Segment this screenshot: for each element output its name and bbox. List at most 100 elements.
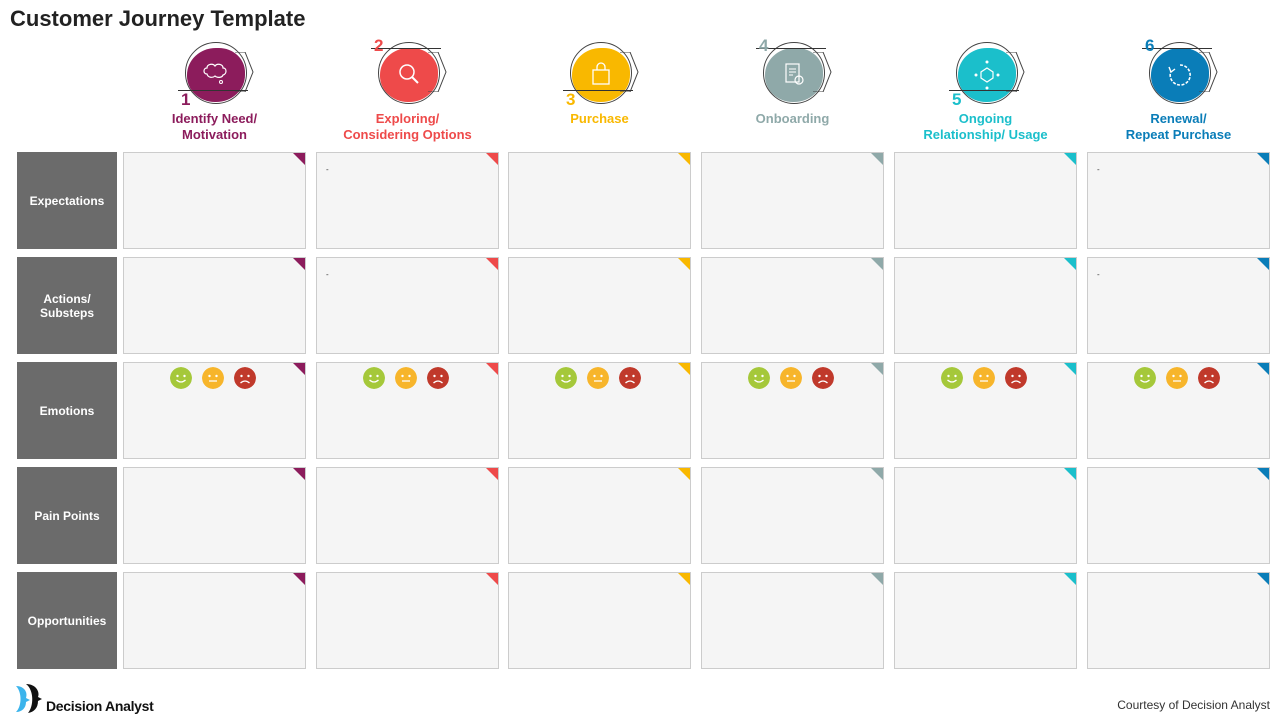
journey-cell[interactable] — [508, 152, 691, 249]
stage-label: Onboarding — [755, 111, 830, 126]
stage-ring — [378, 42, 440, 104]
journey-cell[interactable] — [1087, 572, 1270, 669]
cell-text: - — [1097, 270, 1100, 279]
journey-cell[interactable] — [894, 572, 1077, 669]
journey-cell[interactable] — [123, 152, 306, 249]
journey-cell[interactable] — [316, 362, 499, 459]
journey-cell[interactable] — [316, 467, 499, 564]
journey-cell[interactable]: - — [1087, 152, 1270, 249]
corner-flag — [1064, 363, 1076, 375]
journey-cell[interactable] — [701, 152, 884, 249]
happy-face-icon[interactable] — [1134, 367, 1156, 389]
happy-face-icon[interactable] — [170, 367, 192, 389]
neutral-face-icon[interactable] — [202, 367, 224, 389]
happy-face-icon[interactable] — [941, 367, 963, 389]
sad-face-icon[interactable] — [812, 367, 834, 389]
neutral-face-icon[interactable] — [1166, 367, 1188, 389]
happy-face-icon[interactable] — [555, 367, 577, 389]
stage-5: 5 Ongoing Relationship/ Usage — [894, 38, 1077, 148]
credit-text: Courtesy of Decision Analyst — [1117, 698, 1270, 712]
sad-face-icon[interactable] — [619, 367, 641, 389]
journey-cell[interactable] — [123, 257, 306, 354]
corner-flag — [678, 153, 690, 165]
corner-flag — [1064, 468, 1076, 480]
row-label: Emotions — [17, 362, 117, 459]
stage-6: 6 Renewal/ Repeat Purchase — [1087, 36, 1270, 148]
journey-cell[interactable] — [1087, 467, 1270, 564]
corner-flag — [871, 468, 883, 480]
corner-flag — [486, 363, 498, 375]
stage-label: Identify Need/ Motivation — [171, 111, 258, 142]
page-title: Customer Journey Template — [10, 6, 306, 31]
stage-line — [949, 90, 1019, 91]
stage-line — [371, 48, 441, 49]
corner-flag — [1257, 573, 1269, 585]
journey-cell[interactable] — [123, 467, 306, 564]
neutral-face-icon[interactable] — [395, 367, 417, 389]
corner-flag — [678, 363, 690, 375]
journey-cell[interactable]: - — [316, 152, 499, 249]
sad-face-icon[interactable] — [1005, 367, 1027, 389]
journey-cell[interactable] — [123, 572, 306, 669]
stage-1: 1 Identify Need/ Motivation — [123, 38, 306, 148]
journey-cell[interactable] — [701, 572, 884, 669]
corner-flag — [871, 258, 883, 270]
journey-cell[interactable] — [508, 467, 691, 564]
journey-cell[interactable] — [508, 362, 691, 459]
journey-cell[interactable] — [508, 572, 691, 669]
sad-face-icon[interactable] — [1198, 367, 1220, 389]
corner-flag — [1257, 468, 1269, 480]
cell-text: - — [326, 270, 329, 279]
corner-flag — [293, 258, 305, 270]
journey-cell[interactable] — [894, 152, 1077, 249]
row-label: Actions/ Substeps — [17, 257, 117, 354]
logo-heads-icon — [16, 684, 42, 713]
corner-flag — [486, 468, 498, 480]
cell-text: - — [1097, 165, 1100, 174]
journey-cell[interactable] — [1087, 362, 1270, 459]
journey-cell[interactable] — [701, 467, 884, 564]
row-label: Opportunities — [17, 572, 117, 669]
hexagon-outline-icon — [1199, 52, 1218, 92]
corner-flag — [1064, 258, 1076, 270]
corner-flag — [678, 468, 690, 480]
corner-flag — [293, 573, 305, 585]
happy-face-icon[interactable] — [748, 367, 770, 389]
neutral-face-icon[interactable] — [780, 367, 802, 389]
stage-ring — [763, 42, 825, 104]
journey-cell[interactable] — [701, 257, 884, 354]
happy-face-icon[interactable] — [363, 367, 385, 389]
journey-cell[interactable] — [894, 257, 1077, 354]
corner-flag — [1064, 153, 1076, 165]
stage-2: 2 Exploring/ Considering Options — [316, 36, 499, 148]
journey-cell[interactable]: - — [1087, 257, 1270, 354]
journey-cell[interactable] — [508, 257, 691, 354]
stage-ring — [1149, 42, 1211, 104]
row-label: Pain Points — [17, 467, 117, 564]
stage-label: Exploring/ Considering Options — [343, 111, 472, 142]
stage-3: 3 Purchase — [508, 38, 691, 148]
stage-line — [756, 48, 826, 49]
stage-line — [1142, 48, 1212, 49]
corner-flag — [1064, 573, 1076, 585]
journey-cell[interactable] — [701, 362, 884, 459]
neutral-face-icon[interactable] — [587, 367, 609, 389]
journey-cell[interactable] — [123, 362, 306, 459]
corner-flag — [871, 573, 883, 585]
cell-text: - — [326, 165, 329, 174]
journey-cell[interactable] — [894, 467, 1077, 564]
sad-face-icon[interactable] — [234, 367, 256, 389]
neutral-face-icon[interactable] — [973, 367, 995, 389]
journey-cell[interactable] — [894, 362, 1077, 459]
stage-number: 1 — [181, 90, 191, 109]
journey-cell[interactable]: - — [316, 257, 499, 354]
journey-cell[interactable] — [316, 572, 499, 669]
stage-ring — [956, 42, 1018, 104]
logo-text: Decision Analyst — [46, 698, 154, 714]
corner-flag — [486, 153, 498, 165]
hexagon-outline-icon — [620, 52, 639, 92]
corner-flag — [678, 258, 690, 270]
stage-label: Renewal/ Repeat Purchase — [1125, 111, 1232, 142]
sad-face-icon[interactable] — [427, 367, 449, 389]
stage-number: 3 — [566, 90, 576, 109]
